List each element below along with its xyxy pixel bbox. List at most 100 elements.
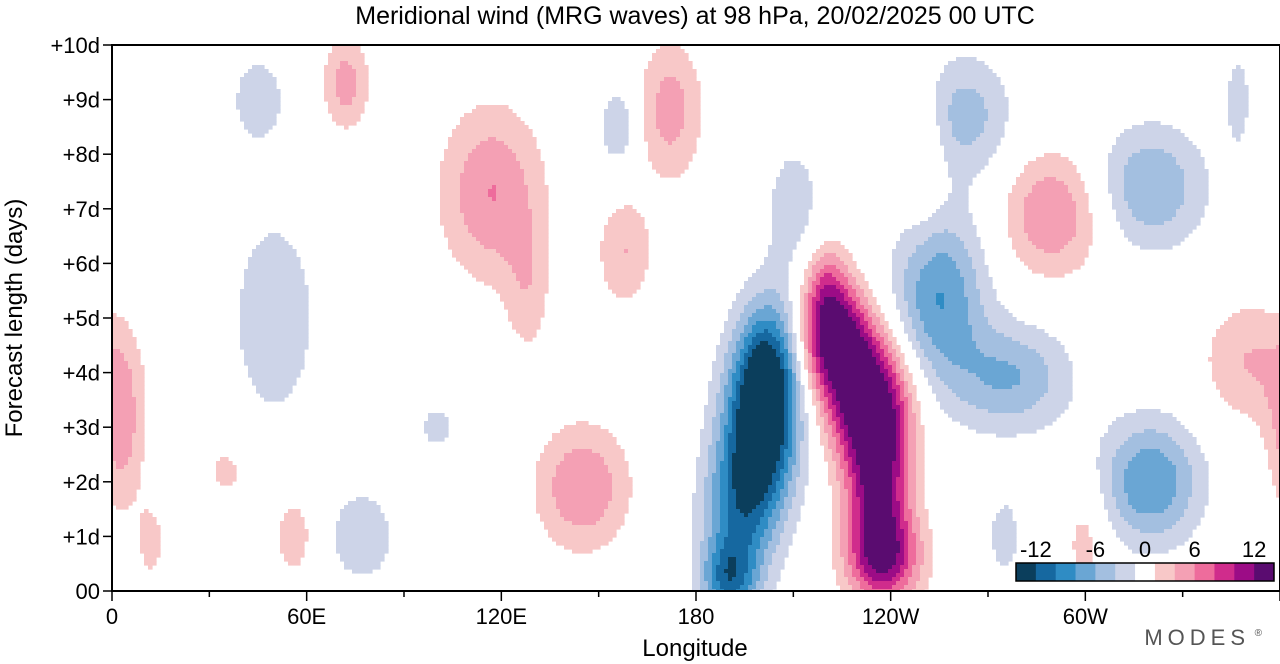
field-cell: [796, 417, 801, 422]
field-cell: [356, 89, 369, 94]
field-cell: [820, 321, 857, 326]
field-cell: [728, 509, 741, 514]
field-cell: [804, 269, 813, 274]
field-cell: [900, 237, 929, 242]
colorbar-swatch: [1135, 563, 1156, 581]
field-cell: [964, 285, 977, 290]
field-cell: [880, 345, 889, 350]
field-cell: [608, 469, 629, 474]
field-cell: [948, 165, 985, 170]
field-cell: [240, 309, 309, 314]
y-tick-label: +2d: [63, 470, 100, 495]
field-cell: [1184, 201, 1209, 206]
field-cell: [816, 421, 825, 426]
field-cell: [828, 445, 837, 450]
field-cell: [916, 561, 925, 566]
field-cell: [812, 273, 817, 278]
field-cell: [788, 405, 793, 410]
field-cell: [912, 325, 925, 330]
field-cell: [1020, 257, 1085, 262]
field-cell: [804, 433, 809, 438]
field-cell: [792, 501, 805, 506]
field-cell: [612, 97, 621, 102]
field-cell: [1056, 177, 1081, 182]
field-cell: [140, 525, 161, 530]
field-cell: [732, 429, 737, 434]
field-cell: [1232, 125, 1245, 130]
field-cell: [928, 333, 973, 338]
field-cell: [836, 445, 845, 450]
field-cell: [832, 449, 837, 454]
field-cell: [740, 349, 749, 354]
field-cell: [904, 321, 913, 326]
field-cell: [808, 333, 813, 338]
field-cell: [972, 257, 985, 262]
field-cell: [740, 313, 753, 318]
field-cell: [876, 357, 881, 362]
field-cell: [796, 429, 805, 434]
field-cell: [760, 265, 789, 270]
field-cell: [904, 585, 917, 590]
field-cell: [140, 541, 161, 546]
field-cell: [344, 125, 349, 130]
field-cell: [904, 509, 913, 514]
field-cell: [940, 125, 953, 130]
field-cell: [772, 473, 781, 478]
field-cell: [136, 397, 145, 402]
field-cell: [792, 353, 797, 358]
field-cell: [972, 333, 1005, 338]
field-cell: [704, 561, 713, 566]
field-cell: [888, 369, 893, 374]
field-cell: [716, 469, 721, 474]
field-cell: [816, 373, 821, 378]
field-cell: [836, 265, 849, 270]
field-cell: [832, 537, 841, 542]
field-cell: [1276, 493, 1280, 498]
field-cell: [656, 101, 685, 106]
field-cell: [736, 429, 785, 434]
field-cell: [424, 425, 449, 430]
field-cell: [844, 457, 853, 462]
field-cell: [1232, 129, 1245, 134]
field-cell: [112, 445, 133, 450]
field-cell: [772, 481, 777, 486]
field-cell: [896, 489, 905, 494]
field-cell: [1216, 385, 1265, 390]
field-cell: [724, 441, 729, 446]
field-cell: [864, 565, 873, 570]
field-cell: [784, 453, 793, 458]
field-cell: [1112, 525, 1133, 530]
field-cell: [476, 105, 509, 110]
field-cell: [912, 317, 921, 322]
field-cell: [904, 389, 909, 394]
field-cell: [892, 469, 901, 474]
field-cell: [128, 361, 141, 366]
field-cell: [852, 461, 857, 466]
field-cell: [1020, 341, 1061, 346]
field-cell: [1124, 165, 1181, 170]
field-cell: [712, 493, 721, 498]
field-cell: [1012, 237, 1029, 242]
field-cell: [784, 529, 797, 534]
field-cell: [476, 277, 517, 282]
field-cell: [1172, 461, 1189, 466]
field-cell: [1212, 349, 1253, 354]
field-cell: [712, 505, 721, 510]
field-cell: [944, 301, 969, 306]
field-cell: [912, 565, 921, 570]
field-cell: [1044, 393, 1073, 398]
field-cell: [1076, 229, 1093, 234]
field-cell: [1128, 157, 1177, 162]
field-cell: [1228, 317, 1280, 322]
field-cell: [1112, 201, 1129, 206]
field-cell: [840, 549, 849, 554]
field-cell: [140, 513, 153, 518]
field-cell: [896, 537, 905, 542]
field-cell: [736, 409, 785, 414]
field-cell: [1124, 181, 1185, 186]
field-cell: [1028, 161, 1073, 166]
field-cell: [1132, 505, 1169, 510]
field-cell: [1116, 137, 1189, 142]
field-cell: [1040, 353, 1069, 358]
field-cell: [900, 445, 905, 450]
